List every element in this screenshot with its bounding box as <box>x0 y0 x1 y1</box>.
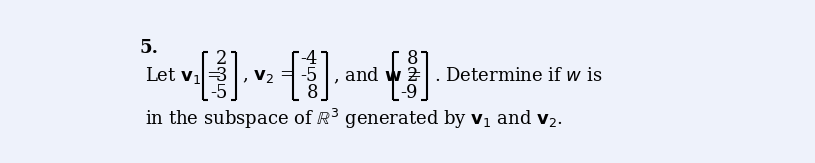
Text: -5: -5 <box>210 84 227 102</box>
Text: . Determine if $w$ is: . Determine if $w$ is <box>434 67 603 85</box>
Text: , $\mathbf{v}_2$ =: , $\mathbf{v}_2$ = <box>242 67 297 85</box>
Text: -4: -4 <box>301 50 318 68</box>
Text: 3: 3 <box>216 67 227 85</box>
Text: , and $\mathbf{w}$ =: , and $\mathbf{w}$ = <box>333 66 423 86</box>
Text: -5: -5 <box>301 67 318 85</box>
Text: -9: -9 <box>401 84 418 102</box>
Text: 8: 8 <box>306 84 318 102</box>
Text: 5.: 5. <box>139 39 158 57</box>
Text: in the subspace of $\mathbb{R}^3$ generated by $\mathbf{v}_1$ and $\mathbf{v}_2$: in the subspace of $\mathbb{R}^3$ genera… <box>145 107 563 131</box>
Text: 8: 8 <box>407 50 418 68</box>
Text: Let $\mathbf{v}_1$ =: Let $\mathbf{v}_1$ = <box>145 65 224 86</box>
Text: 2: 2 <box>407 67 418 85</box>
Text: 2: 2 <box>216 50 227 68</box>
